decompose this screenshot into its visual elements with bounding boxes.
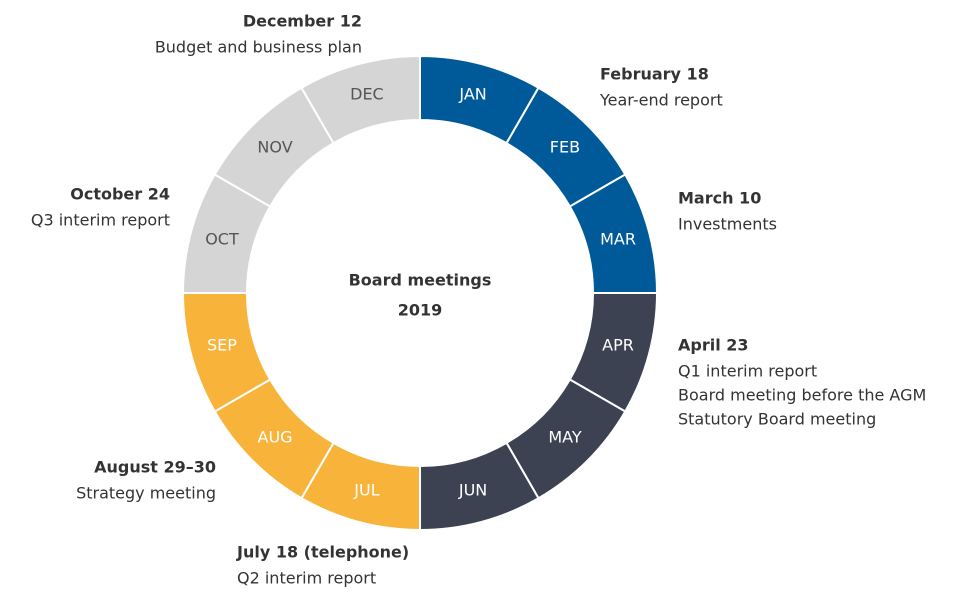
- month-label: MAR: [600, 229, 636, 248]
- meeting-date: August 29–30: [94, 458, 216, 477]
- meeting-date: December 12: [243, 12, 362, 31]
- meeting-topic: Q3 interim report: [31, 211, 170, 230]
- meeting-topic: Q2 interim report: [237, 569, 376, 588]
- month-label: AUG: [258, 427, 293, 446]
- meeting-topic: Strategy meeting: [76, 484, 216, 503]
- month-label: DEC: [350, 84, 384, 103]
- month-label: MAY: [548, 427, 582, 446]
- center-title: 2019: [398, 301, 443, 320]
- month-segment: [300, 54, 421, 145]
- meeting-date: July 18 (telephone): [236, 543, 409, 562]
- meeting-date: October 24: [70, 185, 170, 204]
- meeting-date: March 10: [678, 189, 761, 208]
- meeting-topic: Investments: [678, 215, 777, 234]
- meeting-topic: Board meeting before the AGM: [678, 386, 926, 405]
- month-label: JUN: [458, 481, 487, 500]
- month-label: JAN: [458, 84, 486, 103]
- meeting-topic: Statutory Board meeting: [678, 410, 876, 429]
- meeting-date: February 18: [600, 65, 709, 84]
- month-label: JUL: [353, 481, 379, 500]
- month-label: OCT: [205, 229, 239, 248]
- month-label: NOV: [257, 138, 292, 157]
- meeting-date: April 23: [678, 336, 749, 355]
- meeting-topic: Year-end report: [599, 91, 723, 110]
- meeting-topic: Q1 interim report: [678, 362, 817, 381]
- meeting-topic: Budget and business plan: [155, 38, 362, 57]
- month-label: SEP: [207, 336, 237, 355]
- month-label: APR: [602, 336, 634, 355]
- month-label: FEB: [550, 138, 580, 157]
- center-title: Board meetings: [349, 271, 492, 290]
